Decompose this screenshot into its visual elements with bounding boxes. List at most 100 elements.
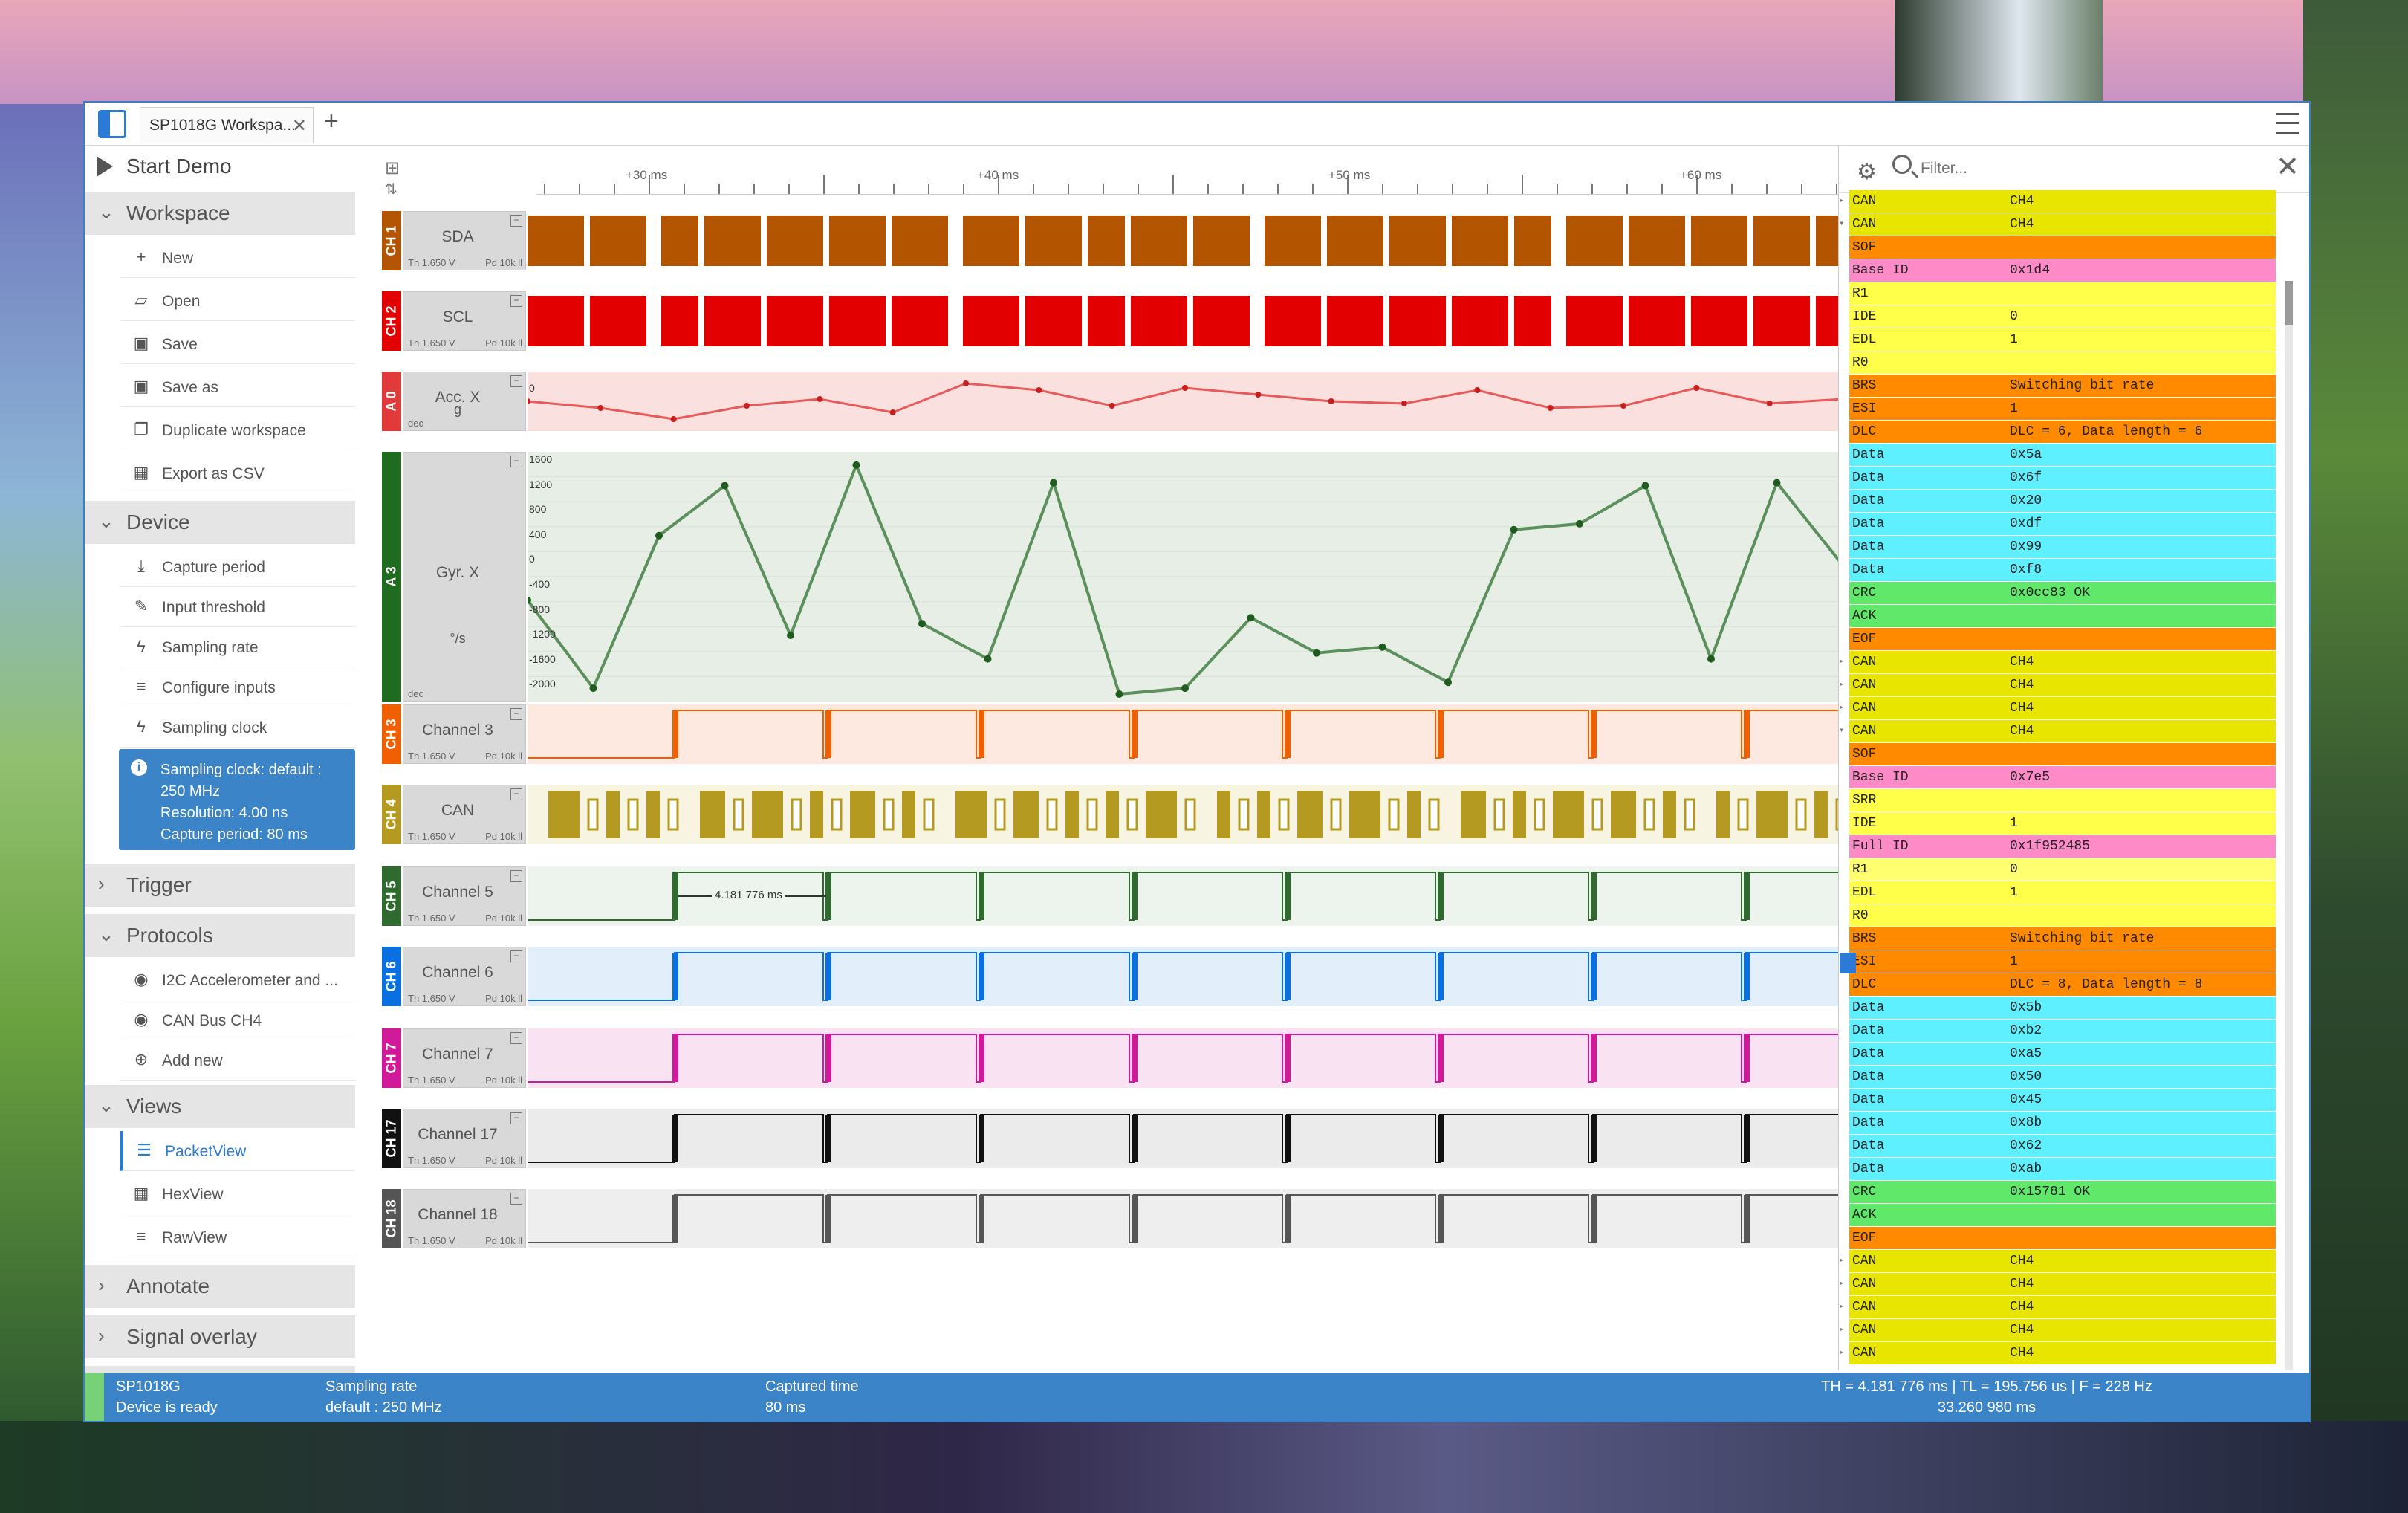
channel-header[interactable]: CAN Th 1.650 V Pd 10k ll − bbox=[403, 785, 526, 844]
sort-icon[interactable]: ⇅ bbox=[385, 181, 397, 198]
packet-row[interactable]: IDE 0 bbox=[1849, 305, 2276, 328]
close-icon[interactable]: ✕ bbox=[2276, 152, 2300, 183]
section-signal-overlay[interactable]: › Signal overlay bbox=[85, 1315, 355, 1358]
packet-row[interactable]: EOF bbox=[1849, 628, 2276, 650]
packet-row[interactable]: Data 0xb2 bbox=[1849, 1020, 2276, 1042]
packet-row[interactable]: Data 0x99 bbox=[1849, 536, 2276, 558]
sidebar-item-add-new[interactable]: ⊕ Add new bbox=[120, 1040, 355, 1081]
channel-waveform[interactable]: 0 bbox=[528, 372, 1843, 431]
packet-row[interactable]: Data 0x50 bbox=[1849, 1066, 2276, 1088]
collapse-icon[interactable]: − bbox=[510, 375, 522, 387]
channel-header[interactable]: Channel 6 Th 1.650 V Pd 10k ll − bbox=[403, 947, 526, 1006]
collapse-icon[interactable]: − bbox=[510, 950, 522, 962]
collapse-icon[interactable]: − bbox=[510, 1193, 522, 1205]
chevron-right-icon[interactable]: ▸ bbox=[1839, 1324, 1845, 1335]
packet-scroll-thumb[interactable] bbox=[2285, 281, 2293, 325]
packet-row[interactable]: R1 0 bbox=[1849, 858, 2276, 881]
packet-row[interactable]: Data 0x8b bbox=[1849, 1112, 2276, 1134]
sidebar-item-save-as[interactable]: ▣ Save as bbox=[120, 367, 355, 407]
packet-row[interactable]: EDL 1 bbox=[1849, 881, 2276, 904]
sidebar-item-sampling-rate[interactable]: ϟ Sampling rate bbox=[120, 627, 355, 667]
expand-all-icon[interactable]: ⊞ bbox=[385, 158, 400, 178]
section-protocols[interactable]: ⌄ Protocols bbox=[85, 914, 355, 957]
packet-row[interactable]: ▾ CAN CH4 bbox=[1839, 720, 2276, 742]
packet-row[interactable]: ESI 1 bbox=[1849, 950, 2276, 973]
sidebar-item-input-threshold[interactable]: ✎ Input threshold bbox=[120, 587, 355, 627]
sidebar-item-configure-inputs[interactable]: ≡ Configure inputs bbox=[120, 667, 355, 707]
channel-waveform[interactable]: 4.181 776 ms bbox=[528, 866, 1843, 926]
packet-row[interactable]: ▸ CAN CH4 bbox=[1839, 674, 2276, 696]
channel-header[interactable]: SDA Th 1.650 V Pd 10k ll − bbox=[403, 211, 526, 270]
packet-row[interactable]: CRC 0x0cc83 OK bbox=[1849, 582, 2276, 604]
packet-row[interactable]: Data 0x45 bbox=[1849, 1089, 2276, 1111]
packet-row[interactable]: ▸ CAN CH4 bbox=[1839, 1250, 2276, 1272]
channel-waveform[interactable]: 1600 1200 800 400 0 -400 -800 -1200 -1600 -2000 bbox=[528, 452, 1843, 702]
sidebar-item-packetview[interactable]: ☰ PacketView bbox=[120, 1131, 355, 1171]
chevron-right-icon[interactable]: ▸ bbox=[1839, 656, 1845, 667]
sidebar-item-open[interactable]: ▱ Open bbox=[120, 281, 355, 321]
channel-header[interactable]: SCL Th 1.650 V Pd 10k ll − bbox=[403, 291, 526, 351]
packet-row[interactable]: CRC 0x15781 OK bbox=[1849, 1181, 2276, 1203]
packet-row[interactable]: ACK bbox=[1849, 605, 2276, 627]
section-views[interactable]: ⌄ Views bbox=[85, 1085, 355, 1128]
channel-waveform[interactable] bbox=[528, 1189, 1843, 1248]
channel-waveform[interactable] bbox=[528, 704, 1843, 764]
channel-header[interactable]: Gyr. X °/s dec − bbox=[403, 452, 526, 702]
chevron-right-icon[interactable]: ▸ bbox=[1839, 1301, 1845, 1312]
chevron-right-icon[interactable]: ▸ bbox=[1839, 702, 1845, 713]
packet-row[interactable]: IDE 1 bbox=[1849, 812, 2276, 835]
collapse-icon[interactable]: − bbox=[510, 215, 522, 227]
packet-row[interactable]: Data 0xdf bbox=[1849, 513, 2276, 535]
channel-header[interactable]: Channel 3 Th 1.650 V Pd 10k ll − bbox=[403, 704, 526, 764]
add-tab-icon[interactable]: + bbox=[324, 107, 339, 135]
sidebar-item-sampling-clock[interactable]: ϟ Sampling clock bbox=[120, 707, 355, 748]
channel-header[interactable]: Channel 17 Th 1.650 V Pd 10k ll − bbox=[403, 1109, 526, 1168]
packet-row[interactable]: ▾ CAN CH4 bbox=[1839, 213, 2276, 236]
sidebar-item-duplicate-workspace[interactable]: ❐ Duplicate workspace bbox=[120, 410, 355, 450]
packet-row[interactable]: ▸ CAN CH4 bbox=[1839, 1342, 2276, 1364]
packet-row[interactable]: Data 0x62 bbox=[1849, 1135, 2276, 1157]
channel-header[interactable]: Channel 5 Th 1.650 V Pd 10k ll − bbox=[403, 866, 526, 926]
sidebar-item-capture-period[interactable]: ⤓ Capture period bbox=[120, 547, 355, 587]
packet-row[interactable]: DLC DLC = 8, Data length = 8 bbox=[1849, 973, 2276, 996]
sidebar-item-hexview[interactable]: ▦ HexView bbox=[120, 1174, 355, 1214]
sidebar-item-save[interactable]: ▣ Save bbox=[120, 324, 355, 364]
close-tab-icon[interactable]: ✕ bbox=[291, 116, 307, 136]
packet-row[interactable]: Base ID 0x1d4 bbox=[1849, 259, 2276, 282]
packet-row[interactable]: R1 bbox=[1849, 282, 2276, 305]
packet-row[interactable]: Data 0xf8 bbox=[1849, 559, 2276, 581]
collapse-icon[interactable]: − bbox=[510, 295, 522, 307]
collapse-icon[interactable]: − bbox=[510, 708, 522, 720]
collapse-icon[interactable]: − bbox=[510, 1112, 522, 1124]
packet-row[interactable]: Data 0xab bbox=[1849, 1158, 2276, 1180]
sidebar-item-rawview[interactable]: ≡ RawView bbox=[120, 1217, 355, 1257]
section-annotate[interactable]: › Annotate bbox=[85, 1265, 355, 1308]
packet-row[interactable]: R0 bbox=[1849, 904, 2276, 927]
packet-row[interactable]: ▸ CAN CH4 bbox=[1839, 697, 2276, 719]
channel-header[interactable]: Channel 18 Th 1.650 V Pd 10k ll − bbox=[403, 1189, 526, 1248]
channel-waveform[interactable] bbox=[528, 291, 1843, 351]
packet-row[interactable]: R0 bbox=[1849, 351, 2276, 374]
packet-row[interactable]: EOF bbox=[1849, 1227, 2276, 1249]
channel-header[interactable]: Channel 7 Th 1.650 V Pd 10k ll − bbox=[403, 1028, 526, 1088]
packet-row[interactable]: ▸ CAN CH4 bbox=[1839, 1296, 2276, 1318]
packet-row[interactable]: DLC DLC = 6, Data length = 6 bbox=[1849, 421, 2276, 443]
collapse-icon[interactable]: − bbox=[510, 456, 522, 467]
packet-row[interactable]: Data 0x5a bbox=[1849, 444, 2276, 466]
packet-row[interactable]: Data 0x5b bbox=[1849, 997, 2276, 1019]
chevron-right-icon[interactable]: ▸ bbox=[1839, 195, 1845, 206]
gear-icon[interactable]: ⚙ bbox=[1857, 160, 1877, 184]
channel-waveform[interactable] bbox=[528, 211, 1843, 270]
section-device[interactable]: ⌄ Device bbox=[85, 501, 355, 544]
filter-input[interactable] bbox=[1921, 156, 2240, 181]
workspace-tab[interactable]: SP1018G Workspa... ✕ bbox=[140, 107, 314, 143]
sidebar-item-can-bus-ch4[interactable]: ◉ CAN Bus CH4 bbox=[120, 1000, 355, 1040]
chevron-right-icon[interactable]: ▸ bbox=[1839, 679, 1845, 690]
packet-row[interactable]: ▸ CAN CH4 bbox=[1839, 1273, 2276, 1295]
packet-row[interactable]: Base ID 0x7e5 bbox=[1849, 766, 2276, 788]
collapse-icon[interactable]: − bbox=[510, 1032, 522, 1044]
packet-row[interactable]: SOF bbox=[1849, 743, 2276, 765]
chevron-down-icon[interactable]: ▾ bbox=[1839, 725, 1845, 736]
packet-row[interactable]: Data 0xa5 bbox=[1849, 1043, 2276, 1065]
